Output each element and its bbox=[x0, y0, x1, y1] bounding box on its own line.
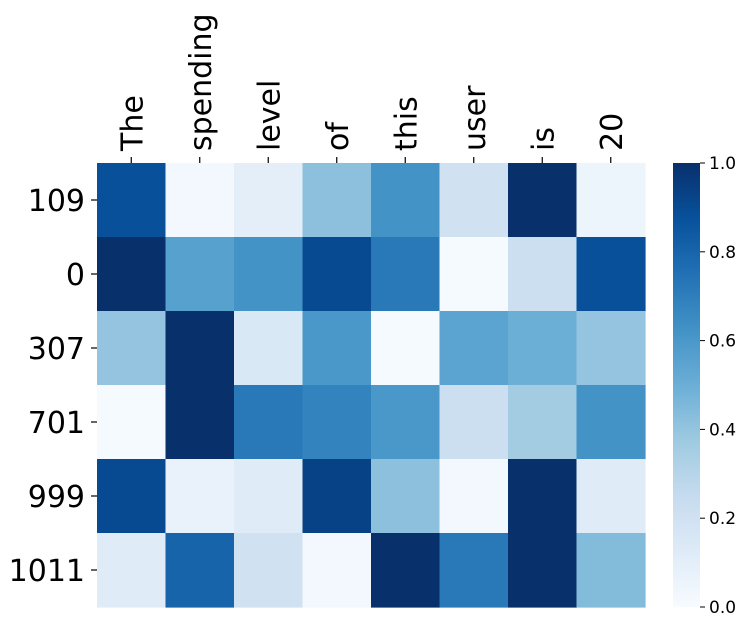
heatmap-cell-r3-c0 bbox=[97, 385, 167, 460]
colorbar-gradient bbox=[673, 163, 700, 607]
colorbar-tick-label-3: 0.6 bbox=[709, 332, 736, 352]
heatmap-cell-r4-c6 bbox=[508, 459, 578, 534]
heatmap-cell-r3-c6 bbox=[508, 385, 578, 460]
heatmap-cell-r0-c6 bbox=[508, 163, 578, 238]
heatmap-cell-r1-c2 bbox=[234, 237, 304, 312]
y-tick-label-5: 1011 bbox=[9, 554, 85, 589]
x-tick-label-4: this bbox=[389, 96, 424, 151]
x-tick-label-5: user bbox=[458, 85, 493, 151]
heatmap-cell-r1-c1 bbox=[165, 237, 235, 312]
colorbar-tick-label-1: 0.2 bbox=[709, 509, 736, 529]
heatmap-cell-r0-c5 bbox=[439, 163, 509, 238]
heatmap-cell-r2-c1 bbox=[165, 311, 235, 386]
x-tick-label-2: level bbox=[252, 80, 287, 151]
heatmap-cell-r5-c4 bbox=[371, 533, 441, 608]
heatmap-cell-r0-c1 bbox=[165, 163, 235, 238]
heatmap-cell-r2-c3 bbox=[302, 311, 372, 386]
heatmap-cell-r3-c2 bbox=[234, 385, 304, 460]
y-axis-ticks: 109 0 307 701 999 1011 bbox=[9, 184, 97, 589]
heatmap-cell-r4-c5 bbox=[439, 459, 509, 534]
y-tick-label-2: 307 bbox=[28, 332, 85, 367]
heatmap-cell-r3-c4 bbox=[371, 385, 441, 460]
heatmap-cell-r0-c3 bbox=[302, 163, 372, 238]
heatmap-cell-r5-c0 bbox=[97, 533, 167, 608]
heatmap-cell-r2-c2 bbox=[234, 311, 304, 386]
colorbar-tick-label-5: 1.0 bbox=[709, 154, 736, 174]
x-tick-label-1: spending bbox=[184, 13, 219, 151]
heatmap-cell-r4-c2 bbox=[234, 459, 304, 534]
x-tick-label-3: of bbox=[321, 121, 356, 151]
colorbar: 0.0 0.2 0.4 0.6 0.8 1.0 bbox=[673, 154, 736, 618]
heatmap-cell-r2-c6 bbox=[508, 311, 578, 386]
colorbar-tick-label-2: 0.4 bbox=[709, 420, 736, 440]
colorbar-tick-label-4: 0.8 bbox=[709, 243, 736, 263]
x-axis-ticks: The spending level of this user is 20 bbox=[115, 13, 630, 163]
heatmap-cell-r0-c0 bbox=[97, 163, 167, 238]
heatmap-cell-r2-c0 bbox=[97, 311, 167, 386]
heatmap-cell-r4-c4 bbox=[371, 459, 441, 534]
heatmap-cell-r5-c5 bbox=[439, 533, 509, 608]
heatmap-cell-r1-c7 bbox=[576, 237, 646, 312]
heatmap-cell-r1-c6 bbox=[508, 237, 578, 312]
heatmap-cell-r1-c5 bbox=[439, 237, 509, 312]
x-tick-label-7: 20 bbox=[595, 113, 630, 151]
heatmap-cell-r5-c7 bbox=[576, 533, 646, 608]
heatmap-cell-r0-c7 bbox=[576, 163, 646, 238]
heatmap-cell-r1-c0 bbox=[97, 237, 167, 312]
heatmap-cell-r4-c0 bbox=[97, 459, 167, 534]
heatmap-cell-r1-c3 bbox=[302, 237, 372, 312]
heatmap-cell-r4-c3 bbox=[302, 459, 372, 534]
heatmap-cell-r1-c4 bbox=[371, 237, 441, 312]
heatmap-cell-r5-c6 bbox=[508, 533, 578, 608]
x-tick-label-0: The bbox=[115, 95, 150, 152]
colorbar-tick-label-0: 0.0 bbox=[709, 598, 736, 618]
heatmap-cells bbox=[97, 163, 646, 608]
heatmap-cell-r4-c1 bbox=[165, 459, 235, 534]
heatmap-cell-r0-c2 bbox=[234, 163, 304, 238]
heatmap-cell-r2-c7 bbox=[576, 311, 646, 386]
y-tick-label-1: 0 bbox=[66, 258, 85, 293]
heatmap-cell-r2-c4 bbox=[371, 311, 441, 386]
heatmap-cell-r3-c5 bbox=[439, 385, 509, 460]
heatmap-cell-r4-c7 bbox=[576, 459, 646, 534]
y-tick-label-4: 999 bbox=[28, 480, 85, 515]
heatmap-cell-r3-c1 bbox=[165, 385, 235, 460]
heatmap-cell-r2-c5 bbox=[439, 311, 509, 386]
heatmap-cell-r5-c2 bbox=[234, 533, 304, 608]
x-tick-label-6: is bbox=[526, 127, 561, 151]
y-tick-label-0: 109 bbox=[28, 184, 85, 219]
y-tick-label-3: 701 bbox=[28, 406, 85, 441]
heatmap-cell-r5-c1 bbox=[165, 533, 235, 608]
heatmap-cell-r0-c4 bbox=[371, 163, 441, 238]
heatmap-cell-r3-c3 bbox=[302, 385, 372, 460]
heatmap-cell-r5-c3 bbox=[302, 533, 372, 608]
heatmap-cell-r3-c7 bbox=[576, 385, 646, 460]
